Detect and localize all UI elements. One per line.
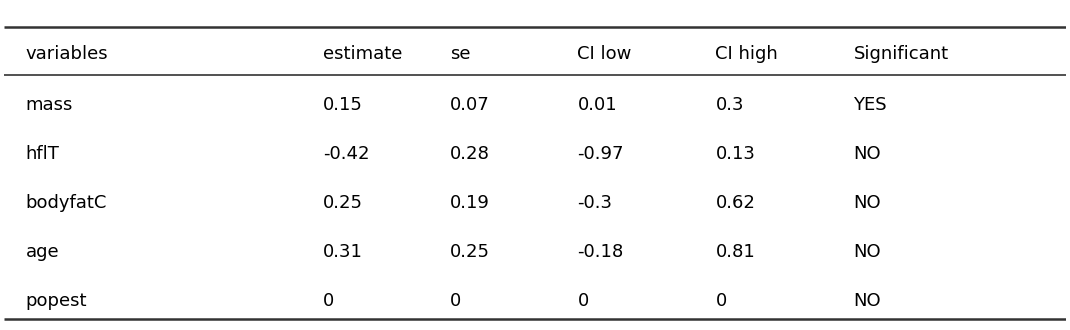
Text: bodyfatC: bodyfatC [26, 194, 107, 212]
Text: 0.81: 0.81 [716, 243, 755, 261]
Text: 0.31: 0.31 [323, 243, 363, 261]
Text: popest: popest [26, 292, 87, 310]
Text: 0.07: 0.07 [450, 96, 490, 115]
Text: 0.25: 0.25 [323, 194, 363, 212]
Text: -0.3: -0.3 [578, 194, 612, 212]
Text: CI low: CI low [578, 45, 632, 63]
Text: YES: YES [854, 96, 887, 115]
Text: 0.13: 0.13 [716, 146, 755, 163]
Text: -0.42: -0.42 [323, 146, 369, 163]
Text: 0: 0 [450, 292, 461, 310]
Text: -0.97: -0.97 [578, 146, 624, 163]
Text: NO: NO [854, 292, 881, 310]
Text: 0.28: 0.28 [450, 146, 490, 163]
Text: estimate: estimate [323, 45, 402, 63]
Text: 0: 0 [716, 292, 727, 310]
Text: 0: 0 [578, 292, 589, 310]
Text: CI high: CI high [716, 45, 778, 63]
Text: 0.3: 0.3 [716, 96, 744, 115]
Text: 0.15: 0.15 [323, 96, 363, 115]
Text: variables: variables [26, 45, 108, 63]
Text: NO: NO [854, 146, 881, 163]
Text: se: se [450, 45, 471, 63]
Text: NO: NO [854, 194, 881, 212]
Text: 0.62: 0.62 [716, 194, 755, 212]
Text: 0: 0 [323, 292, 334, 310]
Text: -0.18: -0.18 [578, 243, 624, 261]
Text: 0.19: 0.19 [450, 194, 490, 212]
Text: mass: mass [26, 96, 73, 115]
Text: Significant: Significant [854, 45, 949, 63]
Text: age: age [26, 243, 59, 261]
Text: NO: NO [854, 243, 881, 261]
Text: 0.01: 0.01 [578, 96, 617, 115]
Text: hflT: hflT [26, 146, 59, 163]
Text: 0.25: 0.25 [450, 243, 490, 261]
